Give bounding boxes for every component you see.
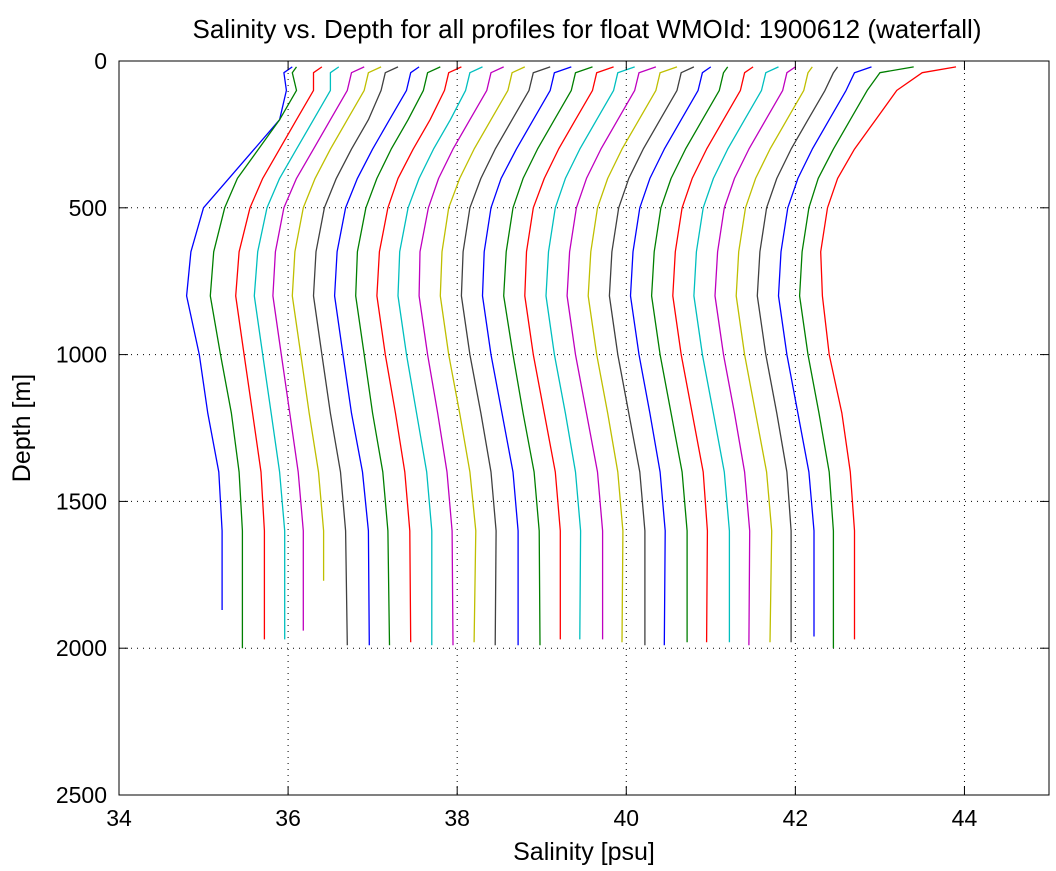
axis-ticks: 34 36 38 40 42 44 0 500 1000 1500 2000 2500 xyxy=(56,48,1049,831)
profile-lines xyxy=(185,66,957,649)
profile-line-30 xyxy=(798,66,914,649)
profile-line-7 xyxy=(312,66,399,646)
y-tick-label: 2500 xyxy=(56,782,107,808)
y-tick-label: 500 xyxy=(69,195,107,221)
profile-line-9 xyxy=(355,66,441,646)
profile-line-27 xyxy=(735,66,813,643)
profile-line-17 xyxy=(524,66,614,640)
y-tick-label: 1000 xyxy=(56,342,107,368)
profile-line-1 xyxy=(185,66,293,610)
profile-line-20 xyxy=(587,66,678,643)
y-axis-label: Depth [m] xyxy=(8,374,36,482)
y-tick-label: 2000 xyxy=(56,635,107,661)
profile-line-6 xyxy=(291,66,382,581)
profile-line-26 xyxy=(714,66,796,646)
plot-frame xyxy=(118,60,1050,796)
profile-line-4 xyxy=(253,66,340,640)
profile-line-14 xyxy=(460,66,551,646)
y-tick-label: 0 xyxy=(94,48,107,74)
chart-title: Salinity vs. Depth for all profiles for … xyxy=(193,14,982,44)
profile-line-22 xyxy=(629,66,712,646)
profile-line-18 xyxy=(545,66,635,640)
profile-line-3 xyxy=(235,66,323,640)
y-tick-label: 1500 xyxy=(56,488,107,514)
x-tick-label: 36 xyxy=(275,805,301,831)
profile-line-15 xyxy=(481,66,572,646)
profile-line-23 xyxy=(650,66,729,643)
grid-lines xyxy=(119,61,1049,795)
x-tick-label: 42 xyxy=(783,805,809,831)
x-tick-label: 44 xyxy=(952,805,978,831)
x-tick-label: 38 xyxy=(444,805,470,831)
x-axis-label: Salinity [psu] xyxy=(513,838,655,866)
profile-line-8 xyxy=(333,66,420,646)
profile-line-25 xyxy=(693,66,779,643)
profile-line-19 xyxy=(566,66,657,640)
profile-line-21 xyxy=(608,66,695,646)
profile-line-24 xyxy=(672,66,754,643)
profile-line-5 xyxy=(272,66,365,631)
profile-line-13 xyxy=(439,66,526,643)
profile-line-28 xyxy=(756,66,839,643)
profile-line-31 xyxy=(820,66,957,640)
profile-line-12 xyxy=(418,66,504,646)
profile-line-10 xyxy=(376,66,462,643)
profile-line-29 xyxy=(777,66,872,637)
profile-line-2 xyxy=(209,66,298,649)
profile-line-11 xyxy=(397,66,483,646)
x-tick-label: 40 xyxy=(613,805,639,831)
x-tick-label: 34 xyxy=(106,805,132,831)
profile-line-16 xyxy=(503,66,593,646)
